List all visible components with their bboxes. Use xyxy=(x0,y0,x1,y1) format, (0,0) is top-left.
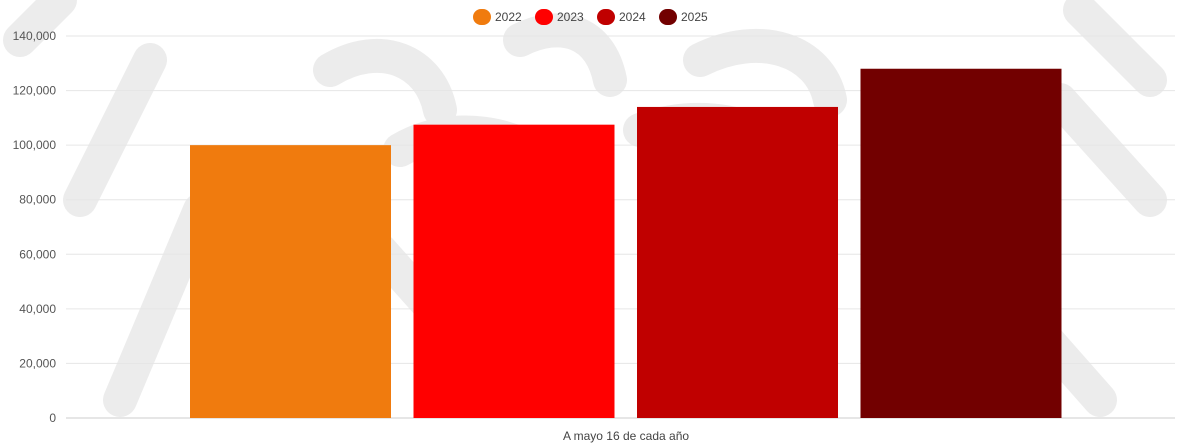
y-tick-label: 100,000 xyxy=(13,138,57,152)
legend-swatch-2023[interactable] xyxy=(535,9,553,25)
bar-2023[interactable] xyxy=(413,124,615,418)
bars xyxy=(190,68,1062,418)
bar-2024[interactable] xyxy=(637,106,838,418)
legend: 2022 2023 2024 2025 xyxy=(473,9,708,25)
y-tick-label: 140,000 xyxy=(13,29,57,43)
y-axis-ticks: 0 20,000 40,000 60,000 80,000 100,000 120,000 1… xyxy=(13,29,57,425)
legend-label-2025[interactable]: 2025 xyxy=(681,10,708,24)
legend-label-2024[interactable]: 2024 xyxy=(619,10,646,24)
bar-2025[interactable] xyxy=(860,68,1062,418)
y-tick-label: 120,000 xyxy=(13,84,57,98)
y-tick-label: 0 xyxy=(49,411,56,425)
y-tick-label: 20,000 xyxy=(19,356,56,370)
x-axis-title: A mayo 16 de cada año xyxy=(563,429,689,443)
legend-label-2023[interactable]: 2023 xyxy=(557,10,584,24)
y-tick-label: 60,000 xyxy=(19,247,56,261)
legend-swatch-2024[interactable] xyxy=(597,9,615,25)
legend-swatch-2025[interactable] xyxy=(659,9,677,25)
y-tick-label: 80,000 xyxy=(19,193,56,207)
legend-swatch-2022[interactable] xyxy=(473,9,491,25)
legend-label-2022[interactable]: 2022 xyxy=(495,10,522,24)
bar-2022[interactable] xyxy=(190,145,391,418)
y-tick-label: 40,000 xyxy=(19,302,56,316)
